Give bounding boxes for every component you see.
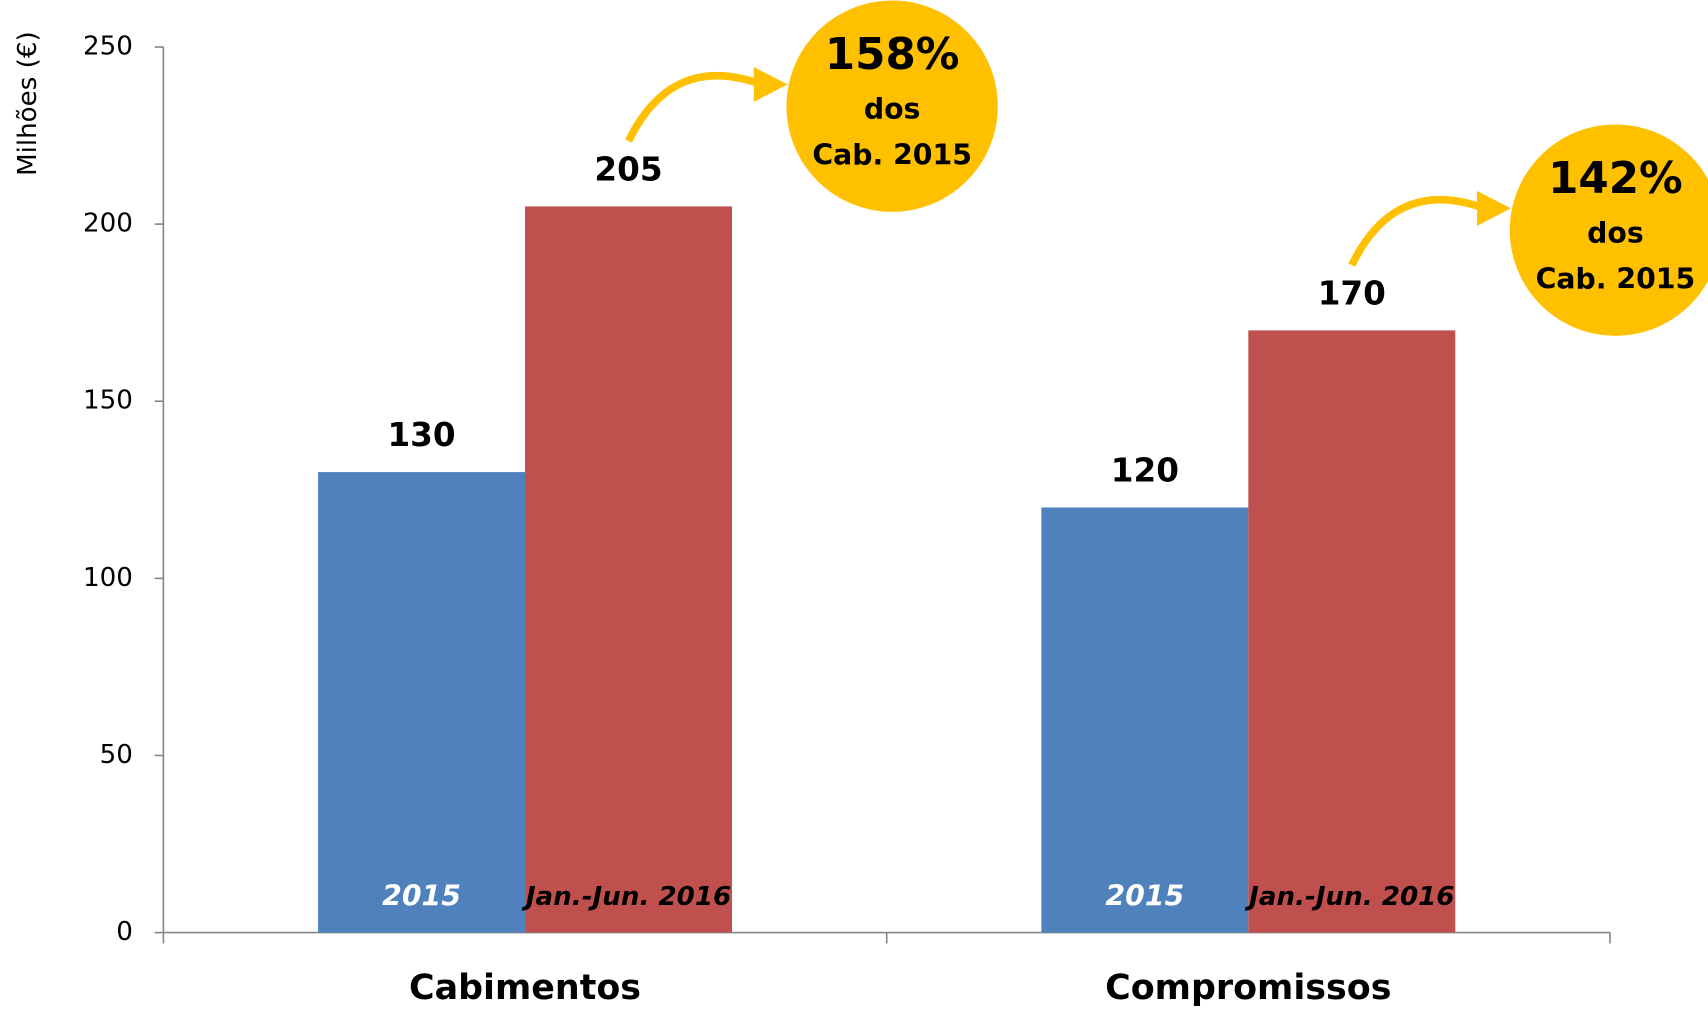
x-tick-label: Cabimentos	[409, 968, 641, 1008]
annotation-arrow	[625, 71, 763, 143]
data-label: 170	[1318, 275, 1386, 313]
annotation-text: dos	[864, 93, 921, 126]
x-tick-label: Compromissos	[1105, 968, 1391, 1008]
annotation-label: 158%	[825, 30, 960, 80]
bar	[318, 472, 526, 933]
annotation-text: Cab. 2015	[812, 138, 972, 171]
annotation-circle	[1509, 124, 1708, 336]
series-label: 2015	[1105, 880, 1184, 913]
annotation-arrowhead	[753, 66, 788, 102]
annotation-circle	[786, 0, 998, 212]
data-label: 120	[1111, 452, 1179, 490]
y-tick-label: 200	[83, 209, 133, 239]
annotation-arrowhead	[1477, 190, 1511, 226]
y-tick-label: 50	[100, 740, 133, 770]
series-label: 2015	[382, 880, 461, 913]
annotation-arrow	[1348, 195, 1487, 267]
annotation-text: Cab. 2015	[1536, 262, 1696, 295]
y-tick-label: 150	[83, 386, 133, 416]
data-label: 130	[387, 416, 455, 454]
y-tick-label: 100	[83, 563, 133, 593]
bar	[1041, 507, 1249, 933]
bar	[525, 206, 732, 933]
y-tick-label: 250	[83, 32, 133, 62]
series-label: Jan.-Jun. 2016	[521, 882, 731, 912]
bar	[1248, 330, 1456, 933]
series-label: Jan.-Jun. 2016	[1244, 882, 1454, 912]
y-tick-label: 0	[116, 917, 133, 947]
annotation-text: dos	[1587, 217, 1644, 250]
data-label: 205	[594, 151, 662, 189]
y-axis-label: Milhões (€)	[13, 31, 43, 176]
annotation-label: 142%	[1548, 154, 1683, 204]
